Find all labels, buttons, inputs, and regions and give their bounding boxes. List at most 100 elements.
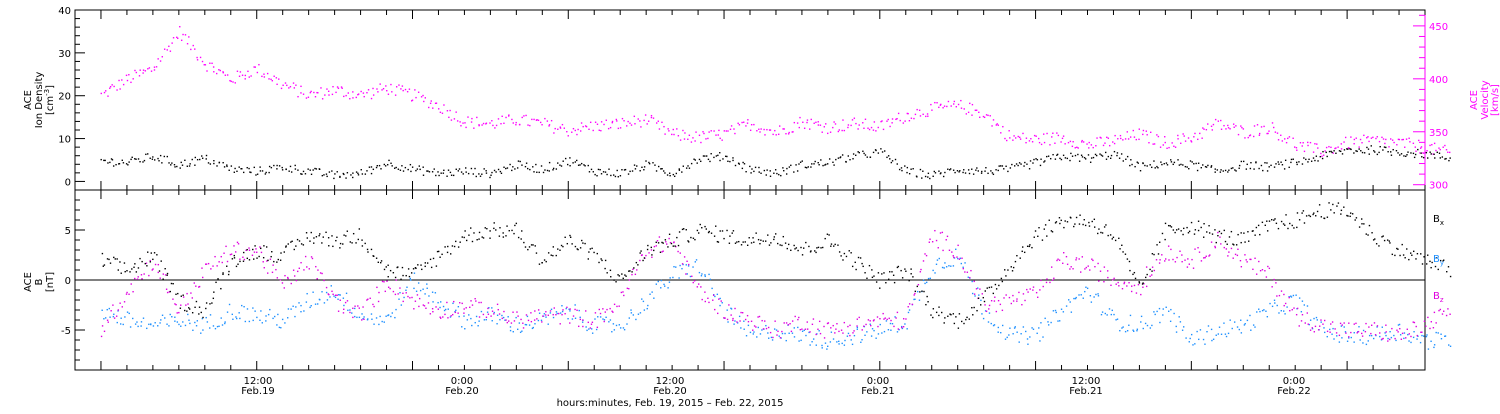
density-point xyxy=(1166,164,1169,166)
velocity-point xyxy=(1303,150,1306,153)
by-point xyxy=(618,324,621,326)
velocity-point xyxy=(1287,137,1289,140)
by-point xyxy=(730,308,733,310)
velocity-point xyxy=(525,114,527,117)
bz-point xyxy=(214,255,216,258)
velocity-point xyxy=(1312,151,1315,153)
density-point xyxy=(1270,164,1272,167)
bz-point xyxy=(908,303,911,305)
by-point xyxy=(356,316,358,319)
by-point xyxy=(579,316,581,319)
bz-point xyxy=(1084,268,1086,270)
velocity-point xyxy=(992,119,995,121)
bx-point xyxy=(892,274,895,276)
bz-point xyxy=(418,305,420,308)
bz-point xyxy=(1261,269,1264,271)
density-point xyxy=(580,162,583,165)
bz-point xyxy=(726,318,729,321)
by-point xyxy=(793,327,795,329)
density-point xyxy=(778,173,780,176)
by-point xyxy=(1440,338,1443,340)
density-point xyxy=(1315,155,1318,157)
bz-point xyxy=(1236,254,1239,257)
by-point xyxy=(851,343,854,346)
density-point xyxy=(226,165,228,168)
bz-point xyxy=(1111,279,1114,281)
velocity-point xyxy=(192,44,194,47)
density-point xyxy=(845,161,847,163)
bx-point xyxy=(1019,257,1021,259)
velocity-point xyxy=(785,133,787,135)
by-point xyxy=(280,327,282,329)
density-point xyxy=(499,170,502,173)
velocity-point xyxy=(473,127,475,129)
bx-point xyxy=(762,240,764,242)
bz-point xyxy=(873,319,875,321)
velocity-point xyxy=(128,74,130,76)
bx-point xyxy=(1044,224,1047,226)
by-point xyxy=(736,322,739,324)
bz-point xyxy=(1209,254,1211,256)
bx-point xyxy=(1367,234,1369,236)
density-point xyxy=(196,158,199,161)
bz-point xyxy=(1121,288,1124,290)
by-point xyxy=(726,309,728,311)
velocity-point xyxy=(430,100,432,102)
density-point xyxy=(660,168,662,170)
bx-point xyxy=(676,236,678,239)
bx-point xyxy=(253,258,255,260)
density-point xyxy=(205,158,207,160)
velocity-point xyxy=(501,115,503,117)
by-point xyxy=(1070,311,1073,313)
density-point xyxy=(577,164,580,166)
by-point xyxy=(509,326,512,328)
bz-point xyxy=(917,283,920,286)
bz-point xyxy=(1164,258,1167,260)
velocity-point xyxy=(1193,136,1195,138)
by-point xyxy=(209,314,212,316)
bz-point xyxy=(1094,265,1096,268)
bz-point xyxy=(755,326,757,328)
density-point xyxy=(1066,157,1069,160)
velocity-point xyxy=(1056,132,1058,134)
bz-point xyxy=(1172,258,1174,261)
by-point xyxy=(1448,344,1450,346)
velocity-point xyxy=(437,108,440,110)
bx-point xyxy=(349,241,352,243)
by-point xyxy=(545,316,547,318)
bz-point xyxy=(1252,268,1254,271)
bx-point xyxy=(455,240,457,243)
velocity-point xyxy=(434,102,437,105)
density-point xyxy=(107,162,109,164)
by-point xyxy=(883,330,886,333)
by-point xyxy=(1068,299,1070,301)
density-point xyxy=(1390,151,1392,153)
velocity-point xyxy=(132,78,134,80)
bz-point xyxy=(732,319,734,322)
bz-point xyxy=(1089,269,1091,271)
bx-point xyxy=(587,258,589,260)
bz-point xyxy=(275,268,277,271)
bz-point xyxy=(253,251,256,253)
bx-point xyxy=(394,276,397,279)
velocity-point xyxy=(796,122,799,124)
velocity-point xyxy=(1187,137,1190,139)
velocity-point xyxy=(341,87,343,89)
velocity-point xyxy=(982,115,985,118)
velocity-point xyxy=(1152,143,1154,145)
bx-point xyxy=(1404,257,1406,259)
velocity-point xyxy=(331,93,334,96)
bz-point xyxy=(847,325,849,328)
by-point xyxy=(1350,336,1352,339)
bz-point xyxy=(402,300,404,303)
bx-point xyxy=(1138,281,1140,283)
bx-point xyxy=(524,246,527,248)
bx-point xyxy=(231,258,234,260)
velocity-point xyxy=(633,115,636,118)
velocity-point xyxy=(465,126,467,129)
bx-point xyxy=(731,232,733,234)
velocity-point xyxy=(125,74,128,77)
velocity-point xyxy=(1433,142,1436,145)
